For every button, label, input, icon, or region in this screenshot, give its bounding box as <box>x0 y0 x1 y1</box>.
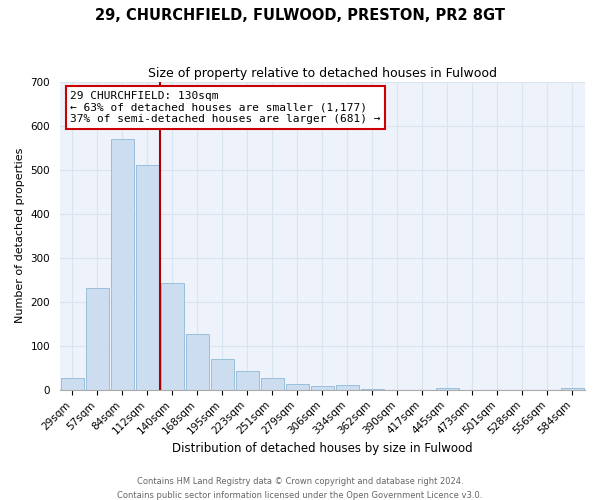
Bar <box>336 384 359 390</box>
Text: 29, CHURCHFIELD, FULWOOD, PRESTON, PR2 8GT: 29, CHURCHFIELD, FULWOOD, PRESTON, PR2 8… <box>95 8 505 22</box>
Bar <box>236 372 259 390</box>
Bar <box>436 388 459 390</box>
Y-axis label: Number of detached properties: Number of detached properties <box>15 148 25 324</box>
Bar <box>311 386 334 390</box>
Text: 29 CHURCHFIELD: 130sqm
← 63% of detached houses are smaller (1,177)
37% of semi-: 29 CHURCHFIELD: 130sqm ← 63% of detached… <box>70 91 381 124</box>
Bar <box>561 388 584 390</box>
Bar <box>86 288 109 390</box>
Bar <box>261 378 284 390</box>
Bar <box>61 378 84 390</box>
Title: Size of property relative to detached houses in Fulwood: Size of property relative to detached ho… <box>148 68 497 80</box>
Bar <box>136 166 159 390</box>
Bar <box>211 359 234 390</box>
Text: Contains HM Land Registry data © Crown copyright and database right 2024.
Contai: Contains HM Land Registry data © Crown c… <box>118 478 482 500</box>
Bar <box>286 384 309 390</box>
X-axis label: Distribution of detached houses by size in Fulwood: Distribution of detached houses by size … <box>172 442 473 455</box>
Bar <box>186 334 209 390</box>
Bar <box>361 388 384 390</box>
Bar <box>111 139 134 390</box>
Bar <box>161 284 184 390</box>
